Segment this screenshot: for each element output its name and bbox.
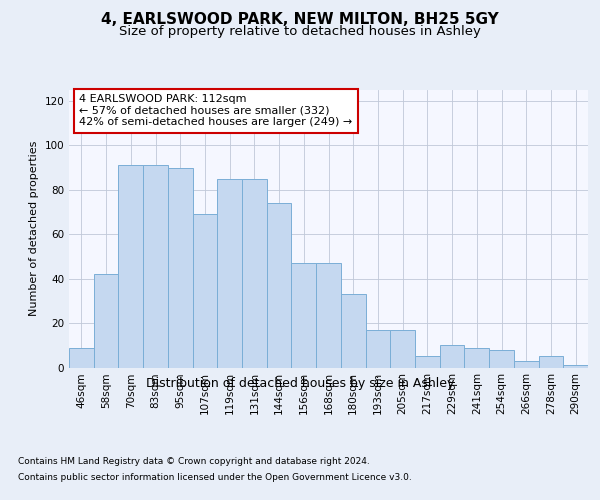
Bar: [316, 263, 341, 368]
Bar: [464, 348, 489, 368]
Bar: [118, 166, 143, 368]
Text: Contains public sector information licensed under the Open Government Licence v3: Contains public sector information licen…: [18, 472, 412, 482]
Bar: [193, 214, 217, 368]
Text: Distribution of detached houses by size in Ashley: Distribution of detached houses by size …: [146, 378, 454, 390]
Bar: [365, 330, 390, 368]
Bar: [440, 346, 464, 368]
Bar: [539, 356, 563, 368]
Bar: [69, 348, 94, 368]
Bar: [341, 294, 365, 368]
Text: 4 EARLSWOOD PARK: 112sqm
← 57% of detached houses are smaller (332)
42% of semi-: 4 EARLSWOOD PARK: 112sqm ← 57% of detach…: [79, 94, 353, 128]
Bar: [217, 179, 242, 368]
Bar: [514, 361, 539, 368]
Bar: [489, 350, 514, 368]
Bar: [563, 366, 588, 368]
Bar: [168, 168, 193, 368]
Bar: [292, 263, 316, 368]
Text: Size of property relative to detached houses in Ashley: Size of property relative to detached ho…: [119, 25, 481, 38]
Bar: [143, 166, 168, 368]
Bar: [242, 179, 267, 368]
Text: 4, EARLSWOOD PARK, NEW MILTON, BH25 5GY: 4, EARLSWOOD PARK, NEW MILTON, BH25 5GY: [101, 12, 499, 28]
Bar: [94, 274, 118, 368]
Bar: [390, 330, 415, 368]
Bar: [415, 356, 440, 368]
Bar: [267, 203, 292, 368]
Y-axis label: Number of detached properties: Number of detached properties: [29, 141, 39, 316]
Text: Contains HM Land Registry data © Crown copyright and database right 2024.: Contains HM Land Registry data © Crown c…: [18, 458, 370, 466]
